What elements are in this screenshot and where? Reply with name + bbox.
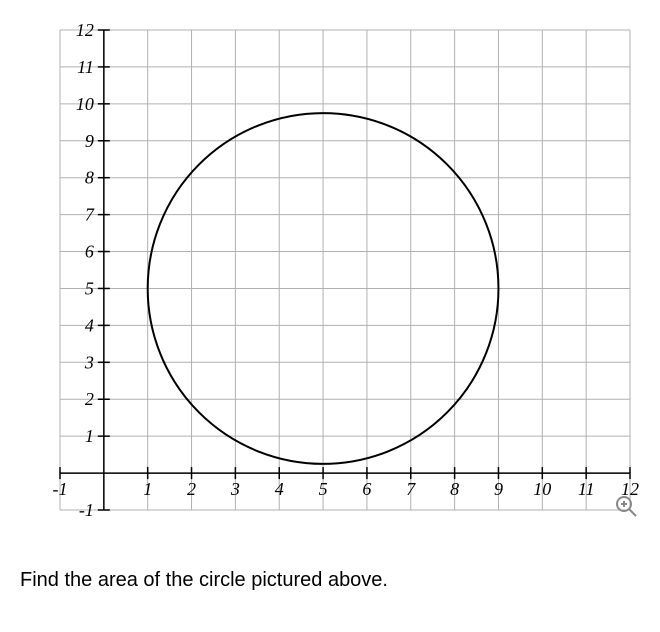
- x-tick-label: 9: [494, 479, 503, 499]
- chart-container: -1123456789101112-1123456789101112: [20, 20, 640, 540]
- x-tick-label: 6: [362, 479, 371, 499]
- y-tick-label: 8: [85, 168, 94, 188]
- y-tick-label: 12: [76, 20, 94, 40]
- x-tick-label: 2: [187, 479, 196, 499]
- y-tick-label: 7: [85, 205, 95, 225]
- y-tick-label: 3: [84, 352, 94, 372]
- y-tick-label: 10: [76, 94, 94, 114]
- y-tick-label: 6: [85, 242, 94, 262]
- y-tick-label: -1: [79, 500, 94, 520]
- x-tick-label: 11: [578, 479, 595, 499]
- magnify-icon[interactable]: [617, 497, 636, 516]
- y-tick-label: 1: [85, 426, 94, 446]
- x-tick-label: 8: [450, 479, 459, 499]
- y-tick-label: 4: [85, 315, 94, 335]
- x-tick-label: 10: [533, 479, 551, 499]
- x-tick-label: 3: [230, 479, 240, 499]
- y-tick-label: 5: [85, 278, 94, 298]
- x-tick-label: -1: [53, 479, 68, 499]
- x-tick-label: 5: [319, 479, 328, 499]
- y-tick-label: 2: [85, 389, 94, 409]
- y-tick-label: 11: [77, 57, 94, 77]
- x-tick-label: 7: [406, 479, 416, 499]
- grid-chart: -1123456789101112-1123456789101112: [20, 20, 640, 540]
- question-text: Find the area of the circle pictured abo…: [20, 569, 640, 592]
- y-tick-label: 9: [85, 131, 94, 151]
- x-tick-label: 4: [275, 479, 284, 499]
- x-tick-label: 1: [143, 479, 152, 499]
